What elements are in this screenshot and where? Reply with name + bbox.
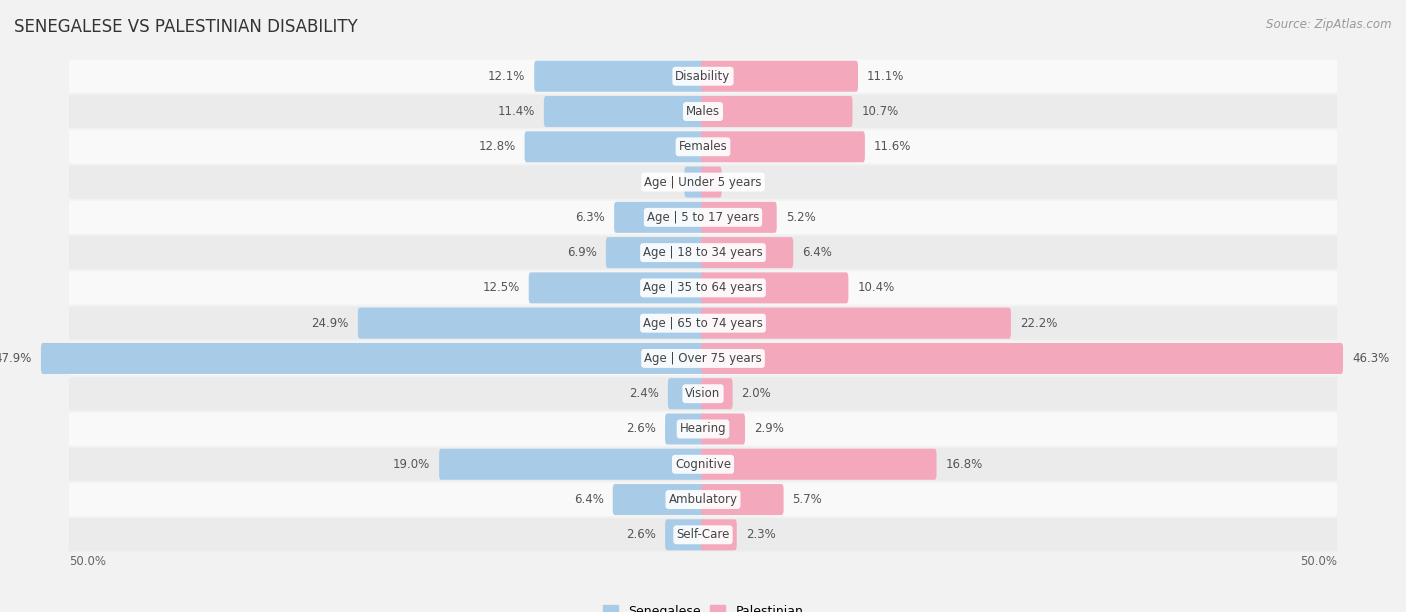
Text: 1.2%: 1.2% [731,176,761,188]
FancyBboxPatch shape [69,518,1337,551]
FancyBboxPatch shape [69,130,1337,163]
FancyBboxPatch shape [702,520,737,550]
Text: 50.0%: 50.0% [69,554,107,568]
FancyBboxPatch shape [69,236,1337,269]
Text: Males: Males [686,105,720,118]
FancyBboxPatch shape [702,272,848,304]
Text: SENEGALESE VS PALESTINIAN DISABILITY: SENEGALESE VS PALESTINIAN DISABILITY [14,18,357,36]
Text: 2.9%: 2.9% [754,422,785,436]
FancyBboxPatch shape [665,520,704,550]
FancyBboxPatch shape [69,307,1337,340]
Text: 12.5%: 12.5% [482,282,520,294]
FancyBboxPatch shape [41,343,704,374]
Text: Disability: Disability [675,70,731,83]
Text: 5.7%: 5.7% [793,493,823,506]
Text: Ambulatory: Ambulatory [668,493,738,506]
Text: 19.0%: 19.0% [392,458,430,471]
FancyBboxPatch shape [702,308,1011,338]
Text: Age | 18 to 34 years: Age | 18 to 34 years [643,246,763,259]
FancyBboxPatch shape [702,131,865,162]
FancyBboxPatch shape [69,342,1337,375]
FancyBboxPatch shape [702,202,776,233]
FancyBboxPatch shape [685,166,704,198]
Text: 2.6%: 2.6% [626,528,657,542]
FancyBboxPatch shape [613,484,704,515]
FancyBboxPatch shape [702,166,721,198]
FancyBboxPatch shape [69,483,1337,516]
FancyBboxPatch shape [665,414,704,444]
Text: 10.7%: 10.7% [862,105,898,118]
Text: 16.8%: 16.8% [945,458,983,471]
Text: 11.4%: 11.4% [498,105,534,118]
Text: 11.6%: 11.6% [875,140,911,153]
FancyBboxPatch shape [69,165,1337,199]
Text: Females: Females [679,140,727,153]
Text: 2.6%: 2.6% [626,422,657,436]
Legend: Senegalese, Palestinian: Senegalese, Palestinian [598,600,808,612]
FancyBboxPatch shape [69,59,1337,93]
Text: 2.3%: 2.3% [745,528,776,542]
FancyBboxPatch shape [69,377,1337,410]
Text: Age | 65 to 74 years: Age | 65 to 74 years [643,316,763,330]
Text: 1.2%: 1.2% [645,176,675,188]
Text: Cognitive: Cognitive [675,458,731,471]
FancyBboxPatch shape [606,237,704,268]
Text: 22.2%: 22.2% [1019,316,1057,330]
Text: Self-Care: Self-Care [676,528,730,542]
Text: 11.1%: 11.1% [868,70,904,83]
FancyBboxPatch shape [702,414,745,444]
FancyBboxPatch shape [668,378,704,409]
FancyBboxPatch shape [69,271,1337,305]
Text: 24.9%: 24.9% [312,316,349,330]
FancyBboxPatch shape [534,61,704,92]
Text: Source: ZipAtlas.com: Source: ZipAtlas.com [1267,18,1392,31]
FancyBboxPatch shape [702,378,733,409]
Text: 6.9%: 6.9% [567,246,598,259]
FancyBboxPatch shape [69,412,1337,446]
Text: Age | 35 to 64 years: Age | 35 to 64 years [643,282,763,294]
Text: 47.9%: 47.9% [0,352,32,365]
FancyBboxPatch shape [702,237,793,268]
Text: Vision: Vision [685,387,721,400]
Text: Age | Over 75 years: Age | Over 75 years [644,352,762,365]
FancyBboxPatch shape [524,131,704,162]
FancyBboxPatch shape [69,95,1337,128]
Text: Age | 5 to 17 years: Age | 5 to 17 years [647,211,759,224]
Text: Age | Under 5 years: Age | Under 5 years [644,176,762,188]
FancyBboxPatch shape [439,449,704,480]
Text: 12.1%: 12.1% [488,70,526,83]
Text: 12.8%: 12.8% [478,140,516,153]
FancyBboxPatch shape [702,343,1343,374]
Text: 46.3%: 46.3% [1353,352,1389,365]
Text: 50.0%: 50.0% [1299,554,1337,568]
FancyBboxPatch shape [614,202,704,233]
Text: 6.4%: 6.4% [574,493,603,506]
FancyBboxPatch shape [529,272,704,304]
FancyBboxPatch shape [69,448,1337,481]
Text: 6.3%: 6.3% [575,211,605,224]
Text: 2.0%: 2.0% [741,387,772,400]
FancyBboxPatch shape [702,449,936,480]
FancyBboxPatch shape [359,308,704,338]
Text: 10.4%: 10.4% [858,282,894,294]
Text: 5.2%: 5.2% [786,211,815,224]
Text: 6.4%: 6.4% [803,246,832,259]
FancyBboxPatch shape [69,201,1337,234]
FancyBboxPatch shape [702,96,852,127]
FancyBboxPatch shape [702,484,783,515]
Text: Hearing: Hearing [679,422,727,436]
FancyBboxPatch shape [544,96,704,127]
FancyBboxPatch shape [702,61,858,92]
Text: 2.4%: 2.4% [628,387,659,400]
